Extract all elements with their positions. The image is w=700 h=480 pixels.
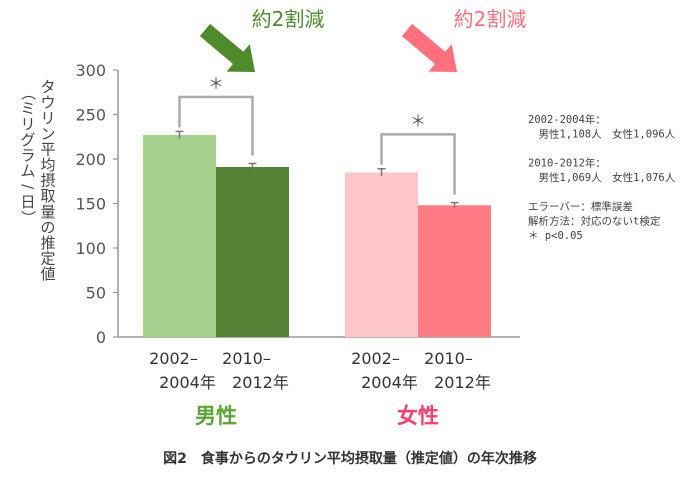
significance-marker: ＊: [208, 74, 224, 93]
annotations: [178, 23, 457, 195]
y-axis-title-char: ）: [19, 210, 37, 225]
y-axis-title-char: ム: [20, 162, 35, 180]
x-tick-label: 2012年: [434, 373, 491, 392]
significance-bracket: [178, 95, 254, 156]
x-tick-label: 2004年: [361, 373, 418, 392]
x-tick-label: 2002–: [351, 349, 400, 368]
y-tick-label: 150: [75, 195, 106, 214]
y-axis-title-char: リ: [40, 109, 55, 127]
y-axis-title-char: ラ: [20, 146, 35, 164]
y-axis-title-char: ミ: [20, 100, 35, 118]
y-axis-title-char: 日: [20, 193, 35, 211]
y-axis-title-char: 量: [40, 203, 55, 221]
x-tick-label: 2010–: [222, 349, 271, 368]
bar: [345, 172, 418, 337]
y-axis-title-char: ン: [40, 125, 55, 143]
reduction-label: 約2割減: [454, 7, 527, 31]
group-label: 男性: [195, 404, 237, 428]
x-tick-label: 2012年: [232, 373, 289, 392]
y-axis-title-char: 推: [40, 234, 55, 252]
note-line: 2002-2004年：: [528, 113, 606, 126]
reduction-label: 約2割減: [252, 7, 325, 31]
y-axis-title-char: ウ: [40, 94, 55, 112]
note-line: 男性1,069人 女性1,076人: [528, 171, 676, 184]
group-label: 女性: [397, 404, 439, 428]
y-axis-title-char: 値: [40, 265, 55, 283]
figure-caption: 図2 食事からのタウリン平均摂取量（推定値）の年次推移: [163, 450, 537, 467]
y-axis-title-char: 取: [40, 187, 55, 205]
y-tick-label: 200: [75, 150, 106, 169]
y-tick-label: 50: [86, 284, 106, 303]
y-axis-title-char: タ: [40, 78, 55, 96]
bar: [143, 134, 216, 337]
y-axis-title-char: リ: [20, 115, 35, 133]
note-line: エラーバー：標準誤差: [528, 200, 633, 213]
reduction-arrow: [401, 23, 457, 72]
y-axis-title-char: 平: [40, 140, 55, 158]
note-line: 男性1,108人 女性1,096人: [528, 128, 676, 141]
note-line: 解析方法：対応のないt検定: [528, 215, 661, 228]
reduction-arrow: [199, 23, 255, 72]
y-axis-title-char: /: [19, 184, 37, 190]
x-tick-label: 2010–: [424, 349, 473, 368]
y-axis-title-char: の: [40, 218, 55, 236]
y-axis-title-char: 均: [40, 156, 55, 174]
y-axis-title-char: （: [19, 85, 37, 100]
y-axis-title-char: グ: [20, 131, 35, 149]
y-tick-label: 300: [75, 61, 106, 80]
note-line: 2010-2012年：: [528, 157, 606, 170]
bars: [143, 130, 491, 337]
y-axis-title-char: 定: [40, 250, 55, 268]
note-line: ＊ p<0.05: [528, 230, 583, 242]
y-tick-label: 100: [75, 239, 106, 258]
bar: [216, 167, 289, 337]
significance-bracket: [380, 133, 456, 195]
labels: 050100150200250300タウリン平均摂取量の推定値（ミリグラム/日）…: [19, 7, 676, 467]
significance-marker: ＊: [410, 111, 426, 130]
x-tick-label: 2002–: [149, 349, 198, 368]
y-tick-label: 0: [96, 328, 106, 347]
y-axis-title-char: 摂: [40, 172, 55, 190]
x-tick-label: 2004年: [159, 373, 216, 392]
bar: [418, 205, 491, 337]
y-tick-label: 250: [75, 106, 106, 125]
